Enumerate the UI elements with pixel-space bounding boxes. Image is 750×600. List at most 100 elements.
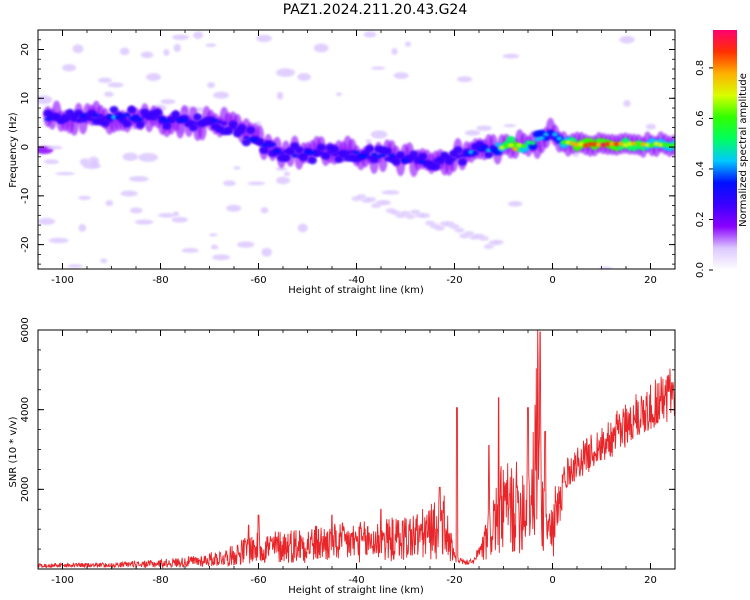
heatmap-ridge-cell bbox=[476, 147, 483, 152]
heatmap-ridge-cell bbox=[529, 140, 536, 145]
heatmap-ridge-cell bbox=[453, 146, 463, 154]
heatmap-ridge-cell bbox=[366, 155, 373, 160]
snr-x-axis-label: Height of straight line (km) bbox=[288, 585, 424, 596]
heatmap-ridge-cell bbox=[382, 147, 392, 156]
heatmap-ridge-cell bbox=[203, 120, 210, 125]
heatmap-ridge-cell bbox=[221, 121, 228, 126]
heatmap-cell bbox=[420, 213, 431, 219]
heatmap-ridge-cell bbox=[110, 115, 117, 120]
heatmap-cell bbox=[380, 200, 391, 206]
heatmap-ridge-cell bbox=[177, 118, 184, 122]
heatmap-ridge-cell bbox=[406, 155, 413, 160]
heatmap-cell bbox=[237, 241, 255, 248]
heatmap-ridge-cell bbox=[397, 154, 404, 159]
heatmap-cell bbox=[160, 98, 176, 105]
heatmap-ridge-cell bbox=[49, 113, 56, 118]
heatmap-cell bbox=[172, 211, 180, 217]
y-tick-label: 6000 bbox=[20, 317, 31, 342]
heatmap-ridge-cell bbox=[102, 115, 109, 120]
x-tick-label: 0 bbox=[549, 575, 555, 586]
heatmap-ridge-cell bbox=[159, 116, 166, 121]
heatmap-cell bbox=[405, 214, 416, 220]
heatmap-cell bbox=[233, 166, 241, 170]
heatmap-cell bbox=[276, 176, 291, 185]
y-tick-label: -10 bbox=[20, 188, 31, 204]
colorbar-tick-label: 0.8 bbox=[695, 60, 706, 76]
heatmap-cell bbox=[100, 258, 108, 264]
heatmap-ridge-cell bbox=[432, 158, 439, 163]
heatmap-cell bbox=[138, 152, 159, 162]
heatmap-cell bbox=[67, 264, 83, 268]
heatmap-cell bbox=[78, 223, 87, 232]
heatmap-ridge-cell bbox=[631, 141, 638, 146]
heatmap-x-axis-label: Height of straight line (km) bbox=[288, 285, 424, 296]
heatmap-ridge-cell bbox=[230, 125, 237, 130]
heatmap-ridge-cell bbox=[503, 143, 510, 148]
heatmap-ridge-cell bbox=[181, 117, 188, 122]
snr-y-axis-label: SNR (10 * v/v) bbox=[8, 416, 19, 487]
heatmap-ridge-cell bbox=[428, 161, 435, 166]
heatmap-cell bbox=[365, 139, 372, 144]
heatmap-ridge-cell bbox=[556, 136, 563, 141]
heatmap-spectrum bbox=[38, 31, 675, 269]
heatmap-ridge-cell bbox=[109, 105, 119, 114]
heatmap-ridge-cell bbox=[153, 108, 163, 117]
heatmap-cell bbox=[171, 216, 188, 223]
heatmap-cell bbox=[503, 124, 516, 128]
heatmap-cell bbox=[275, 167, 288, 171]
heatmap-ridge-cell bbox=[391, 157, 401, 166]
heatmap-cell bbox=[210, 244, 219, 250]
x-tick-label: -20 bbox=[446, 575, 462, 586]
heatmap-ridge-cell bbox=[188, 123, 198, 132]
heatmap-cell bbox=[140, 51, 154, 59]
heatmap-cell bbox=[122, 152, 139, 162]
heatmap-y-axis-label: Frequency (Hz) bbox=[8, 112, 19, 188]
heatmap-ridge-cell bbox=[243, 135, 250, 140]
heatmap-ridge-cell bbox=[75, 118, 82, 123]
x-tick-label: 0 bbox=[549, 275, 555, 286]
heatmap-ridge-cell bbox=[349, 150, 356, 155]
x-tick-label: -60 bbox=[250, 275, 266, 286]
heatmap-cell bbox=[72, 44, 84, 54]
heatmap-ridge-cell bbox=[626, 141, 633, 146]
heatmap-ridge-cell bbox=[194, 121, 201, 126]
heatmap-cell bbox=[276, 91, 284, 100]
heatmap-cell bbox=[193, 31, 204, 39]
heatmap-ridge-cell bbox=[472, 151, 479, 156]
heatmap-ridge-cell bbox=[657, 142, 664, 148]
heatmap-cell bbox=[62, 64, 77, 72]
snr-x-ticks: -100 -80 -60 -40 -20 0 20 bbox=[51, 330, 676, 586]
heatmap-ridge-cell bbox=[122, 119, 132, 128]
heatmap-ridge-cell bbox=[155, 114, 162, 119]
heatmap-ridge-cell bbox=[316, 143, 326, 152]
heatmap-cell bbox=[456, 76, 473, 83]
heatmap-cell bbox=[107, 82, 124, 88]
heatmap-cell bbox=[129, 207, 143, 214]
heatmap-cell bbox=[276, 68, 295, 77]
heatmap-cell bbox=[105, 200, 114, 207]
heatmap-ridge-cell bbox=[457, 158, 467, 166]
heatmap-cell bbox=[46, 145, 63, 150]
heatmap-cell bbox=[43, 159, 59, 165]
heatmap-cell bbox=[464, 130, 481, 136]
heatmap-ridge-cell bbox=[388, 153, 395, 158]
heatmap-ridge-cell bbox=[296, 154, 303, 159]
y-tick-label: 0 bbox=[20, 144, 31, 150]
heatmap-cell bbox=[163, 48, 170, 56]
heatmap-cell bbox=[599, 266, 613, 269]
heatmap-cell bbox=[247, 181, 266, 186]
colorbar: 0.0 0.2 0.4 0.6 0.8 Normalized spectral ampl… bbox=[695, 30, 749, 278]
heatmap-ridge-cell bbox=[371, 152, 378, 157]
heatmap-ridge-cell bbox=[463, 152, 470, 157]
heatmap-cell bbox=[404, 41, 412, 47]
heatmap-ridge-cell bbox=[494, 142, 501, 147]
heatmap-cell bbox=[172, 34, 190, 40]
heatmap-ridge-cell bbox=[234, 127, 241, 132]
heatmap-ridge-cell bbox=[238, 130, 245, 134]
colorbar-tick-label: 0.2 bbox=[695, 212, 706, 228]
heatmap-cell bbox=[297, 223, 308, 233]
heatmap-y-ticks: -20 -10 0 10 20 bbox=[20, 29, 675, 265]
x-tick-label: -100 bbox=[51, 275, 74, 286]
heatmap-ridge-cell bbox=[450, 157, 457, 162]
heatmap-cell bbox=[313, 43, 329, 53]
